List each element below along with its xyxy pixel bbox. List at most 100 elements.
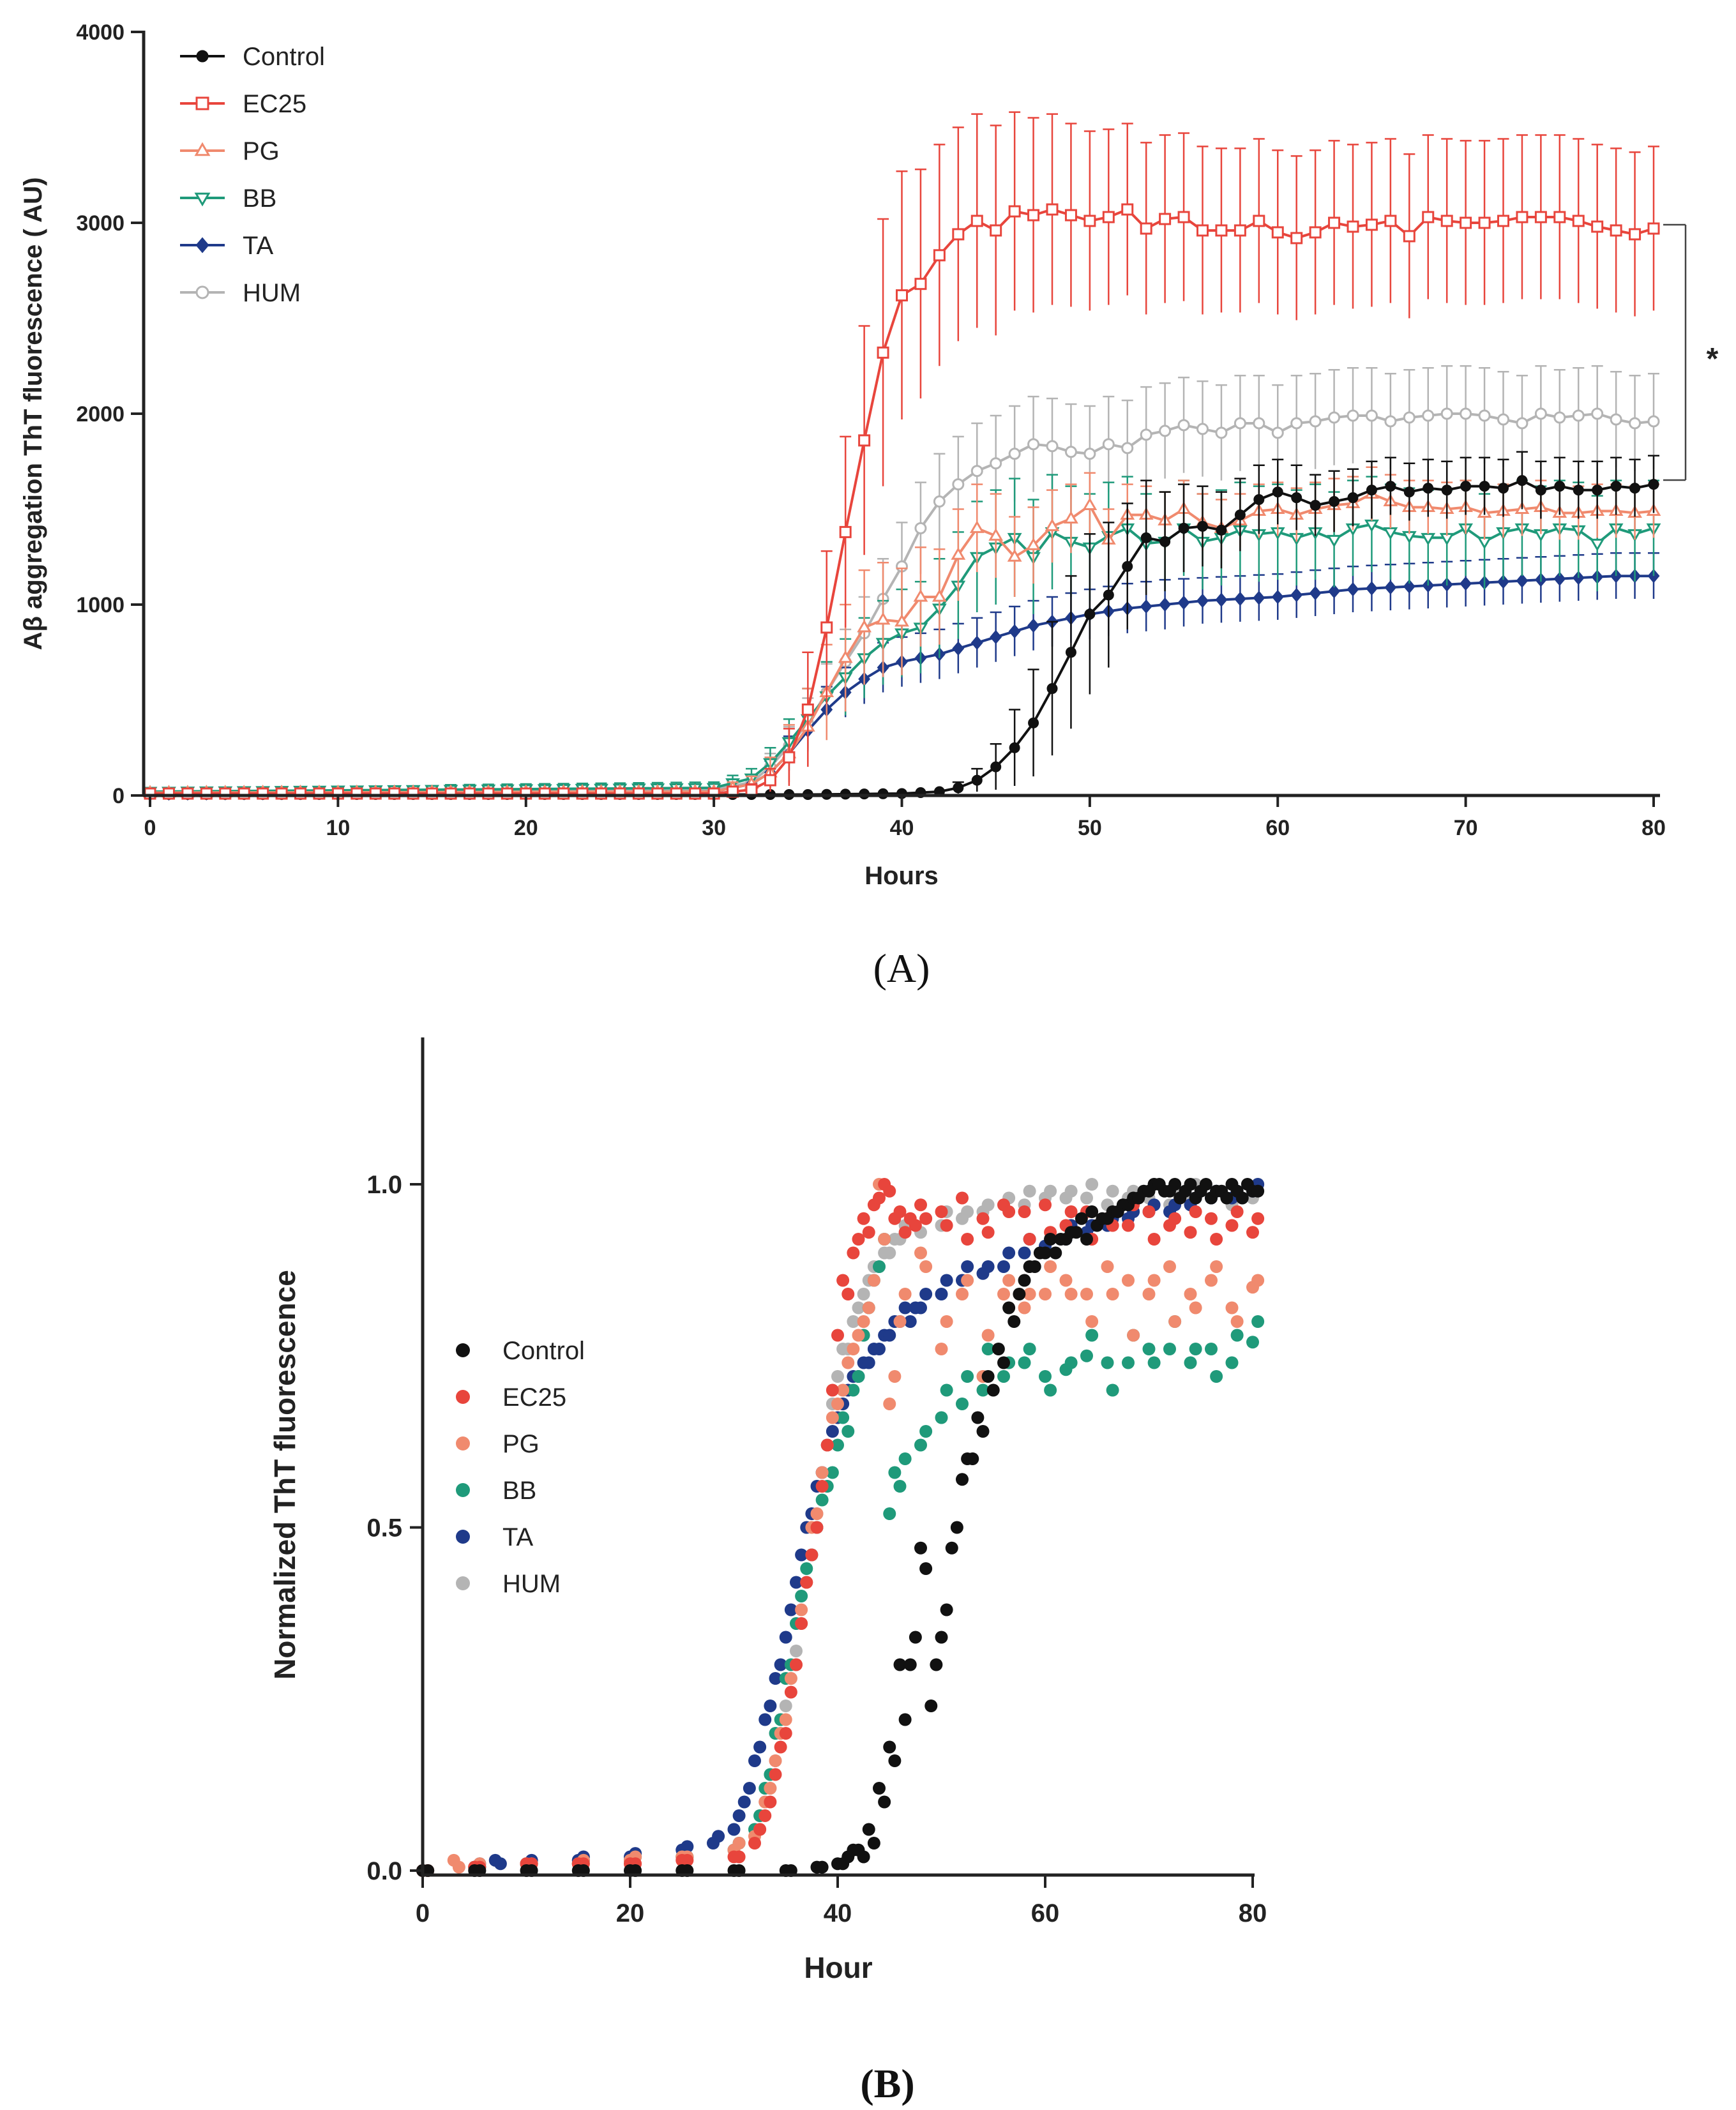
panel-b-legend: Control EC25 PG BB TA HUM [456,1337,585,1598]
scatter-point [1023,1343,1036,1355]
data-point [1027,438,1040,451]
scatter-point [1002,1246,1016,1260]
scatter-point [727,1823,741,1836]
panel-b-x-ticks: 0 20 40 60 80 [416,1875,1267,1927]
legend-item-ec25: EC25 [180,90,306,118]
data-point [1309,585,1322,601]
scatter-point [950,1521,963,1534]
scatter-point [774,1658,787,1671]
scatter-point [842,1425,855,1438]
data-point [1027,618,1040,633]
scatter-point [857,1288,870,1300]
scatter-point [815,1493,829,1507]
scatter-point [1085,1178,1099,1191]
y-tick-label: 0 [112,784,125,808]
scatter-point [1168,1315,1182,1328]
scatter-point [795,1548,808,1562]
data-point [1516,573,1528,588]
data-point [369,787,382,800]
data-point [1572,409,1585,422]
scatter-point [873,1191,886,1205]
x-tick-label: 80 [1642,816,1666,840]
scatter-point [873,1260,886,1273]
panel-a-legend: Control EC25 PG BB TA HUM [180,43,325,307]
scatter-point [862,1226,875,1239]
scatter-point [873,1782,886,1795]
data-point [1422,409,1435,422]
data-point [1290,232,1303,245]
scatter-point [1210,1233,1223,1246]
scatter-point [769,1754,782,1767]
scatter-point [1168,1212,1182,1225]
x-tick-label: 60 [1265,816,1290,840]
data-point [1271,226,1284,239]
data-point [538,787,551,800]
data-point [952,641,965,656]
data-point [238,787,250,800]
scatter-point [992,1343,1005,1355]
scatter-point [1205,1212,1218,1225]
scatter-point [878,1233,891,1246]
scatter-point [732,1809,746,1822]
scatter-point [997,1260,1010,1273]
data-point [1573,485,1584,496]
data-point [1553,211,1566,223]
data-point [1140,428,1152,441]
data-point [632,787,645,800]
data-point [1177,419,1190,432]
scatter-point [748,1754,761,1767]
scatter-point [852,1329,865,1342]
scatter-point [815,1466,829,1479]
legend-item-ta: TA [456,1523,533,1551]
data-point [1497,413,1509,426]
legend-marker [456,1343,470,1357]
x-tick-label: 50 [1078,816,1102,840]
legend-label: PG [243,137,280,165]
scatter-point [1059,1274,1073,1287]
panel-a-y-ticks: 0 1000 2000 3000 4000 [76,20,144,808]
scatter-point [981,1260,995,1273]
scatter-point [1044,1383,1057,1397]
data-point [1253,591,1265,605]
data-point [388,787,401,800]
legend-label: Control [502,1337,585,1365]
scatter-point [1230,1205,1244,1218]
data-point [1046,683,1058,695]
scatter-point [1039,1198,1052,1212]
legend-marker [456,1390,470,1404]
panel-a-x-label: Hours [864,862,939,890]
x-tick-label: 20 [616,1899,645,1927]
scatter-point [956,1473,969,1486]
scatter-point [909,1219,922,1232]
scatter-point [1049,1246,1062,1260]
data-point [933,495,946,508]
scatter-series-ec25 [416,1178,1265,1877]
data-point [1403,230,1415,243]
data-point [482,787,495,800]
scatter-point [1018,1246,1031,1260]
data-point [875,612,891,625]
legend-label: EC25 [243,90,306,118]
legend-marker [196,50,209,63]
scatter-point [769,1672,782,1685]
data-point [952,478,965,491]
data-point [990,761,1002,772]
data-point [933,249,946,262]
data-point [1234,224,1246,237]
legend-marker [456,1483,470,1497]
scatter-point [898,1226,912,1239]
legend-label: TA [243,232,273,260]
scatter-point [1168,1178,1182,1191]
legend-marker [194,142,211,156]
data-point [894,614,909,627]
data-point [896,289,908,302]
data-point [181,787,194,800]
scatter-point [1085,1329,1099,1342]
scatter-point [820,1438,834,1452]
scatter-point [1044,1233,1057,1246]
data-point [1592,485,1603,496]
scatter-point [1023,1184,1036,1198]
data-point [1177,595,1190,610]
legend-label: EC25 [502,1383,566,1412]
data-point [1234,417,1246,430]
